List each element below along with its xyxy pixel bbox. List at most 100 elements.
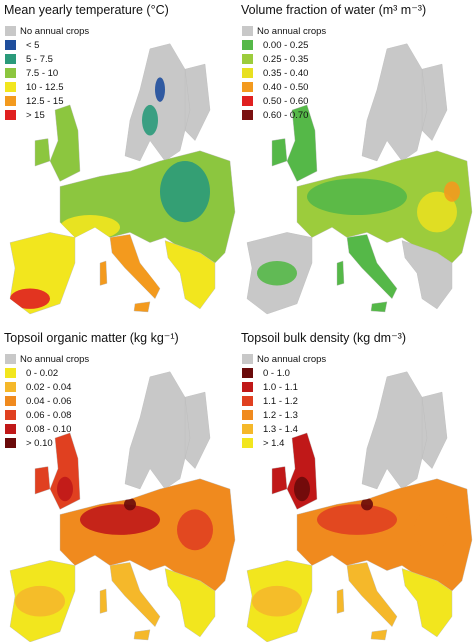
legend-swatch (5, 438, 16, 448)
legend-label: 0.50 - 0.60 (263, 96, 308, 107)
legend-label: > 15 (26, 110, 45, 121)
legend-label: 0.00 - 0.25 (263, 40, 308, 51)
map (9, 371, 236, 642)
spots (257, 178, 460, 286)
map-spot (57, 476, 73, 502)
map-spot (294, 476, 310, 502)
map-panel: Topsoil organic matter (kg kg⁻¹) No annua… (4, 331, 236, 642)
legend-label: 0.25 - 0.35 (263, 54, 308, 65)
map (246, 371, 473, 642)
legend-swatch (242, 54, 253, 64)
legend-swatch (5, 110, 16, 120)
map-spot (15, 585, 65, 617)
legend-label: 1.2 - 1.3 (263, 410, 298, 421)
legend-swatch (5, 354, 16, 364)
panel-title: Topsoil bulk density (kg dm⁻³) (241, 331, 406, 345)
legend-label: No annual crops (20, 354, 89, 365)
legend-label: 0.02 - 0.04 (26, 382, 71, 393)
legend-swatch (242, 424, 253, 434)
region (99, 561, 161, 641)
legend-label: 10 - 12.5 (26, 82, 64, 93)
region (336, 233, 398, 313)
map-spot (60, 215, 120, 240)
map-spot (155, 77, 165, 102)
map-spot (80, 504, 160, 535)
map-spot (361, 498, 373, 511)
legend-label: No annual crops (20, 26, 89, 37)
legend-swatch (5, 424, 16, 434)
legend-swatch (242, 438, 253, 448)
panel-title: Volume fraction of water (m³ m⁻³) (241, 3, 426, 17)
map-spot (124, 498, 136, 511)
legend-label: 0.08 - 0.10 (26, 424, 71, 435)
legend-swatch (5, 96, 16, 106)
legend-swatch (5, 368, 16, 378)
map-panel: Volume fraction of water (m³ m⁻³) No annu… (241, 3, 473, 315)
map (246, 43, 473, 315)
legend-label: 12.5 - 15 (26, 96, 64, 107)
legend-swatch (242, 382, 253, 392)
legend-label: 0.60 - 0.70 (263, 110, 308, 121)
legend-swatch (5, 54, 16, 64)
legend-label: 0.06 - 0.08 (26, 410, 71, 421)
legend-swatch (242, 96, 253, 106)
map-spot (142, 268, 158, 289)
panel-title: Mean yearly temperature (°C) (4, 3, 169, 17)
legend-swatch (5, 26, 16, 36)
legend-swatch (242, 82, 253, 92)
region (59, 150, 236, 264)
legend-swatch (5, 410, 16, 420)
map-spot (444, 181, 460, 202)
region (124, 43, 211, 162)
legend-swatch (5, 382, 16, 392)
legend-label: < 5 (26, 40, 39, 51)
legend-label: > 1.4 (263, 438, 284, 449)
map-spot (252, 585, 302, 617)
legend-swatch (242, 110, 253, 120)
legend-label: 5 - 7.5 (26, 54, 53, 65)
spots (15, 476, 213, 617)
map-spot (10, 288, 50, 309)
spots (10, 77, 210, 309)
legend-swatch (242, 410, 253, 420)
legend-label: No annual crops (257, 26, 326, 37)
legend-swatch (242, 396, 253, 406)
region (361, 371, 448, 490)
map-spot (417, 191, 457, 233)
map-panel: Mean yearly temperature (°C) No annual cr… (4, 3, 236, 315)
map-spot (160, 161, 210, 223)
map-spot (414, 509, 450, 551)
map-panel: Topsoil bulk density (kg dm⁻³) No annual … (241, 331, 473, 642)
map-spot (142, 104, 158, 136)
legend-swatch (5, 82, 16, 92)
map (9, 43, 236, 315)
legend-label: 0.35 - 0.40 (263, 68, 308, 79)
map-spot (177, 509, 213, 551)
legend-label: 1.3 - 1.4 (263, 424, 298, 435)
panel-title: Topsoil organic matter (kg kg⁻¹) (4, 331, 179, 345)
legend-label: 1.1 - 1.2 (263, 396, 298, 407)
legend-label: 0.04 - 0.06 (26, 396, 71, 407)
legend-label: 1.0 - 1.1 (263, 382, 298, 393)
region (99, 233, 161, 313)
legend-swatch (242, 354, 253, 364)
region (361, 43, 448, 162)
spots (252, 476, 450, 617)
legend-label: 7.5 - 10 (26, 68, 58, 79)
region (336, 561, 398, 641)
legend-label: No annual crops (257, 354, 326, 365)
legend-label: 0 - 0.02 (26, 368, 58, 379)
map-spot (307, 178, 407, 216)
legend-swatch (242, 68, 253, 78)
map-spot (257, 260, 297, 286)
legend-label: 0 - 1.0 (263, 368, 290, 379)
legend-swatch (242, 26, 253, 36)
legend-swatch (242, 40, 253, 50)
map-spot (317, 504, 397, 535)
legend-swatch (5, 68, 16, 78)
legend-label: 0.40 - 0.50 (263, 82, 308, 93)
legend-swatch (5, 396, 16, 406)
legend-swatch (5, 40, 16, 50)
region (124, 371, 211, 490)
